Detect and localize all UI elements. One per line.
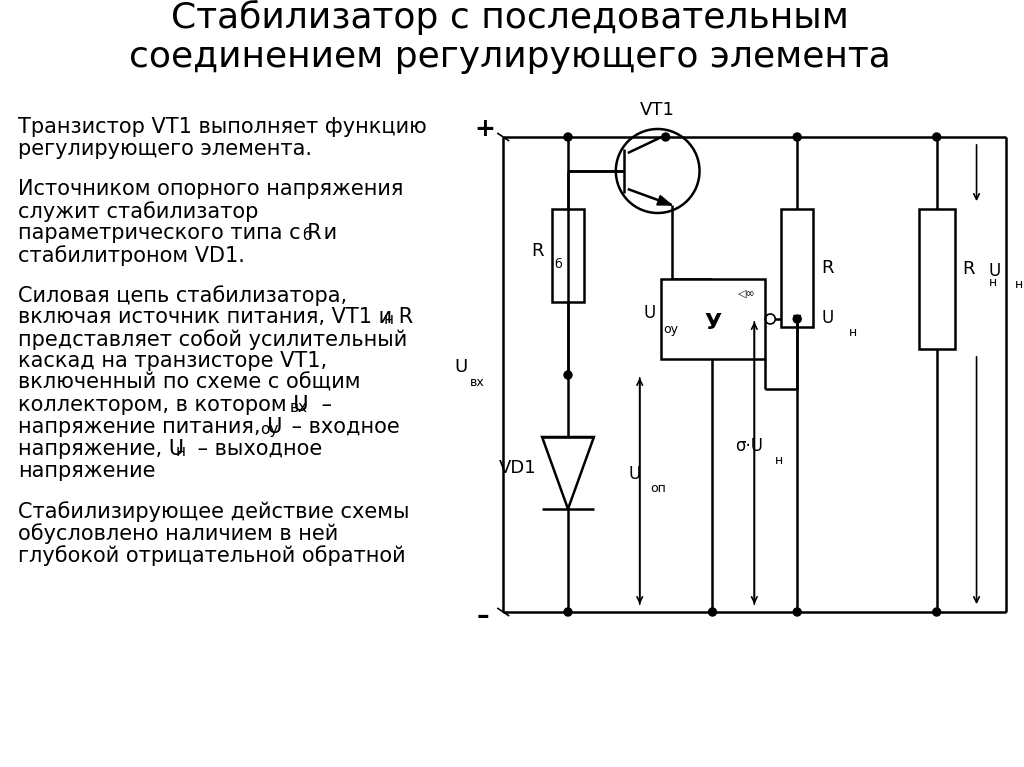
Text: Стабилизатор с последовательным: Стабилизатор с последовательным [171,0,849,35]
Text: напряжение питания, U: напряжение питания, U [18,417,283,437]
Text: –: – [477,604,489,628]
Text: глубокой отрицательной обратной: глубокой отрицательной обратной [18,545,406,566]
Text: н: н [775,453,783,466]
Text: вх: вх [290,400,308,415]
Text: обусловлено наличием в ней: обусловлено наличием в ней [18,523,338,544]
Bar [552,209,584,302]
Text: – выходное: – выходное [191,439,323,459]
Text: Стабилизирующее действие схемы: Стабилизирующее действие схемы [18,501,410,522]
Text: служит стабилизатор: служит стабилизатор [18,201,258,222]
Text: У: У [703,313,721,333]
Polygon shape [656,196,672,205]
Bar [781,209,813,327]
Bar [919,209,954,349]
Text: U: U [643,304,655,322]
Circle shape [564,608,572,616]
Text: напряжение, U: напряжение, U [18,439,184,459]
Text: вх: вх [470,377,484,390]
Text: представляет собой усилительный: представляет собой усилительный [18,329,408,350]
Text: R: R [963,260,975,278]
Circle shape [662,133,670,141]
Circle shape [794,133,801,141]
Text: включенный по схеме с общим: включенный по схеме с общим [18,373,360,393]
Circle shape [794,315,801,323]
Text: б: б [302,228,311,243]
Text: каскад на транзисторе VT1,: каскад на транзисторе VT1, [18,351,327,371]
Text: VT1: VT1 [640,101,675,119]
Polygon shape [542,437,594,509]
Text: н: н [1015,278,1023,291]
Text: напряжение: напряжение [18,461,156,481]
Text: U: U [455,358,468,376]
Text: включая источник питания, VT1 и R: включая источник питания, VT1 и R [18,307,413,327]
Text: н: н [175,444,185,459]
Text: соединением регулирующего элемента: соединением регулирующего элемента [129,40,891,74]
Circle shape [933,133,941,141]
Text: – входное: – входное [285,417,399,437]
Text: ◁∞: ◁∞ [737,289,756,299]
Text: стабилитроном VD1.: стабилитроном VD1. [18,245,245,266]
Text: Силовая цепь стабилизатора,: Силовая цепь стабилизатора, [18,285,347,306]
Text: н: н [384,312,393,327]
Text: оп: оп [650,482,667,495]
Text: и: и [316,223,337,243]
Circle shape [709,608,717,616]
Text: б: б [554,258,562,271]
Text: н: н [849,325,857,338]
Text: н: н [988,276,996,289]
Text: параметрического типа с R: параметрического типа с R [18,223,322,243]
Text: +: + [475,117,496,141]
Text: R: R [821,259,834,277]
Text: Транзистор VT1 выполняет функцию: Транзистор VT1 выполняет функцию [18,117,427,137]
Text: VD1: VD1 [499,459,537,477]
Text: –: – [315,395,332,415]
Bar [660,279,765,359]
Text: U: U [821,309,834,327]
Circle shape [564,371,572,379]
Text: R: R [531,242,544,260]
Text: регулирующего элемента.: регулирующего элемента. [18,139,312,159]
Text: σ·U: σ·U [735,437,763,455]
Text: коллектором, в котором U: коллектором, в котором U [18,395,308,415]
Text: Источником опорного напряжения: Источником опорного напряжения [18,179,403,199]
Circle shape [794,608,801,616]
Text: оу: оу [260,422,279,437]
Text: оу: оу [664,322,679,335]
Circle shape [933,608,941,616]
Text: U: U [988,262,1000,280]
Text: U: U [629,465,641,483]
Circle shape [564,133,572,141]
